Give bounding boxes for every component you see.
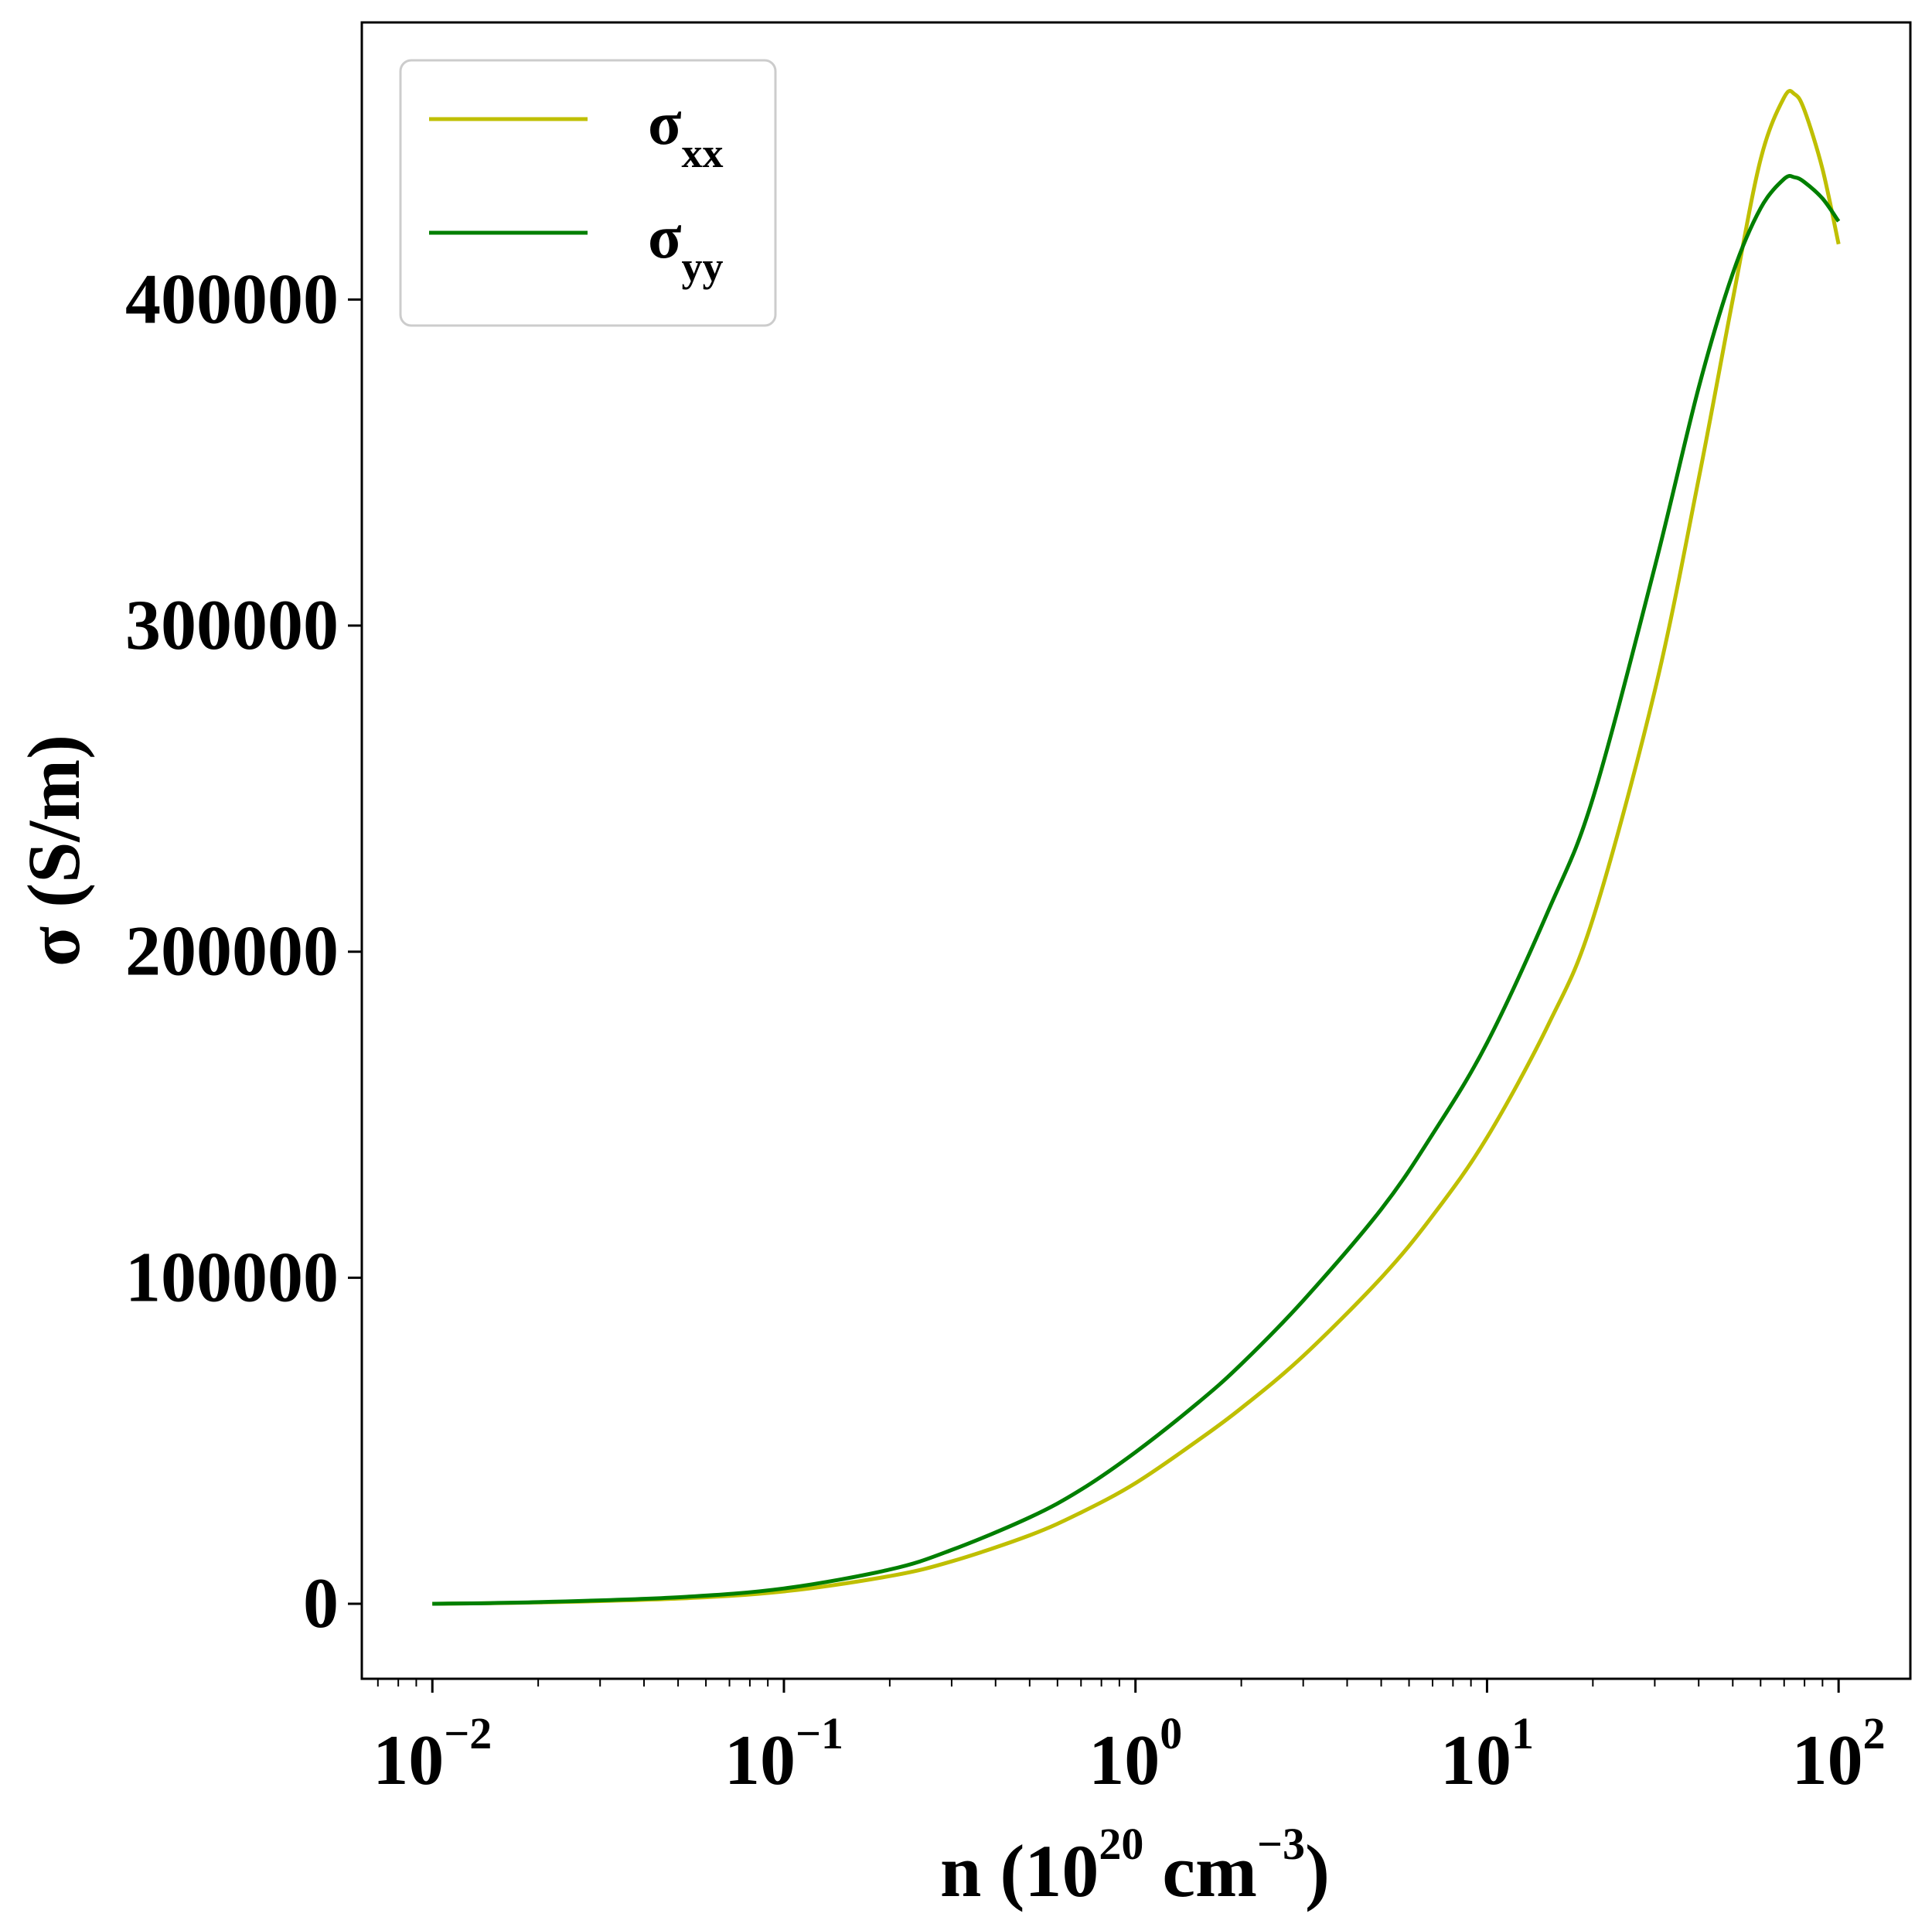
x-axis-title-mid: cm <box>1143 1830 1257 1912</box>
legend-label-sigma-yy: σyy <box>648 203 724 290</box>
y-tick-label: 200000 <box>125 912 339 991</box>
legend-label-sigma-xx: σxx <box>648 90 724 176</box>
x-tick-label: 102 <box>1792 1708 1886 1799</box>
x-tick-label: 10−2 <box>373 1708 492 1799</box>
y-tick-label: 100000 <box>125 1237 339 1316</box>
y-axis: 0 100000 200000 300000 400000 <box>125 259 362 1642</box>
x-tick-label: 100 <box>1089 1708 1182 1799</box>
legend-label-sigma-yy-sub: yy <box>682 244 724 290</box>
y-axis-title: σ (S/m) <box>12 735 95 967</box>
y-tick-label: 300000 <box>125 585 339 664</box>
x-axis-title-exp1: 20 <box>1099 1819 1143 1869</box>
x-tick-label: 10−1 <box>724 1708 843 1799</box>
series-line-0 <box>432 89 1841 1606</box>
x-tick-label: 101 <box>1440 1708 1534 1799</box>
y-tick-label: 400000 <box>125 259 339 338</box>
legend: σxx σyy <box>399 59 777 327</box>
legend-label-sigma-xx-sub: xx <box>682 130 724 176</box>
legend-label-sigma-yy-base: σ <box>648 203 682 271</box>
legend-box <box>399 59 777 327</box>
legend-label-sigma-xx-base: σ <box>648 90 682 158</box>
x-axis: 10−2 10−1 100 101 102 <box>373 1679 1886 1799</box>
x-axis-title-exp2: −3 <box>1257 1819 1305 1869</box>
x-axis-title: n (1020 cm−3) <box>940 1819 1330 1912</box>
x-axis-title-end: ) <box>1305 1830 1330 1912</box>
series-line-1 <box>432 174 1841 1606</box>
series-layer <box>432 89 1841 1606</box>
y-tick-label: 0 <box>303 1564 339 1642</box>
x-axis-title-base: n (10 <box>940 1830 1099 1912</box>
